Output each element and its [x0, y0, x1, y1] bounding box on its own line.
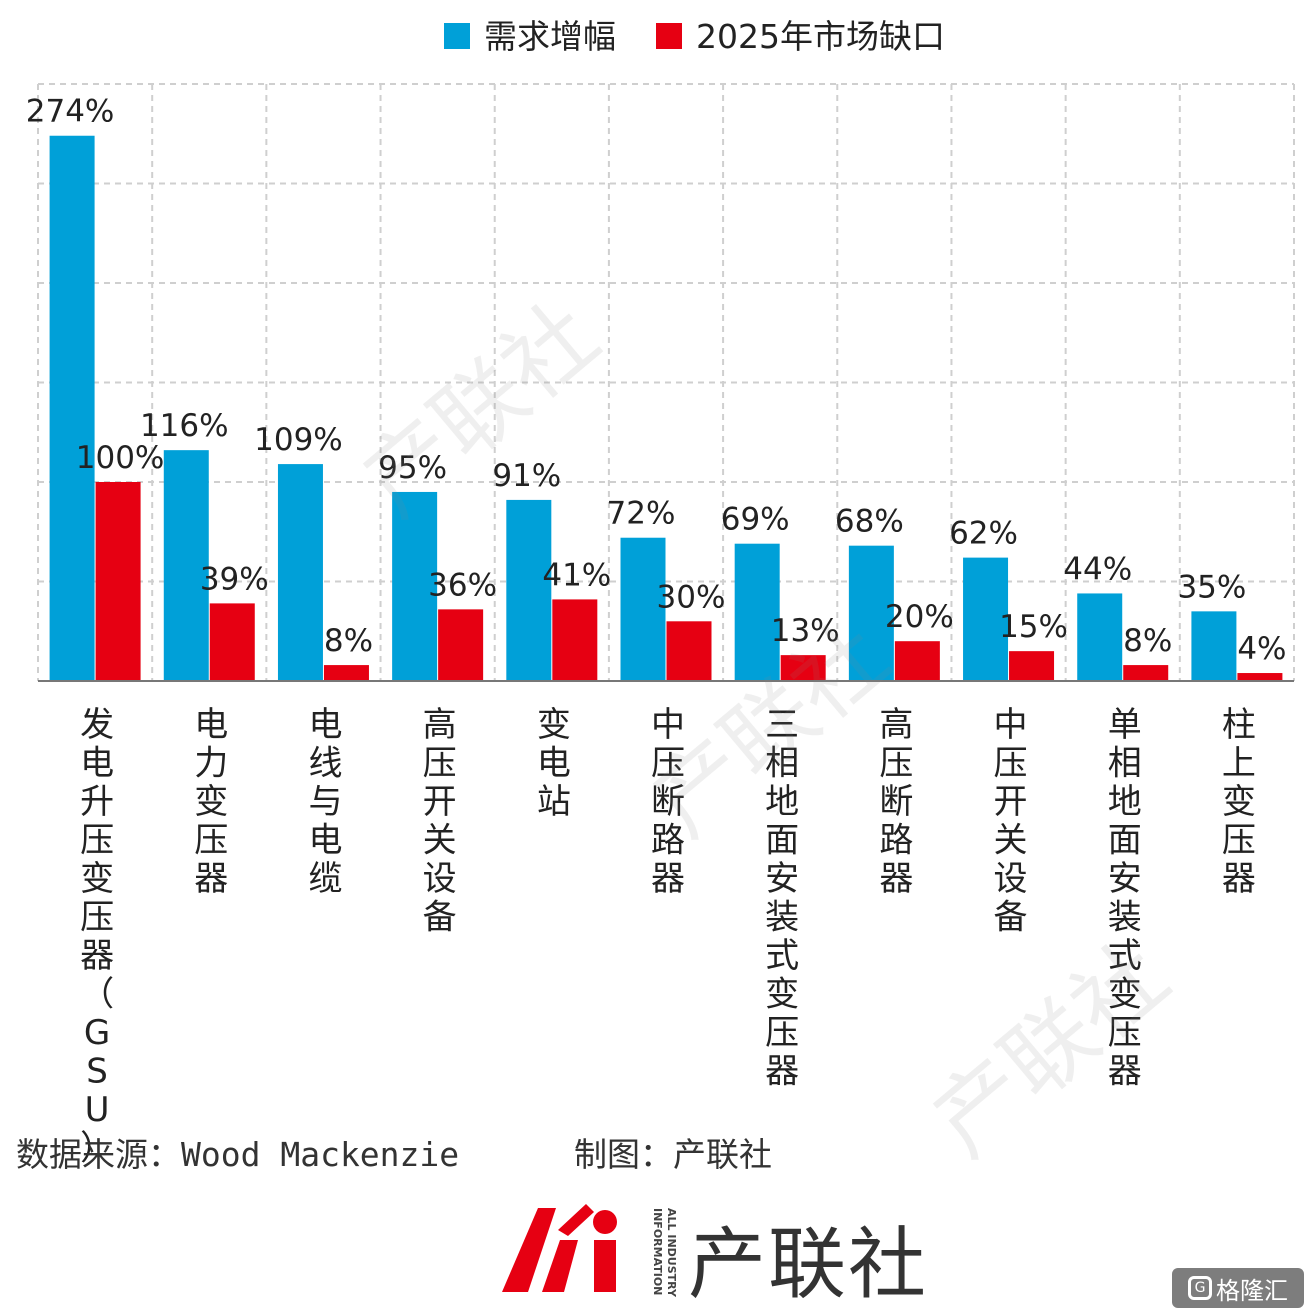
data-label: 4%: [1237, 631, 1286, 667]
category-label: 中压断路器: [651, 705, 685, 899]
data-label: 8%: [1123, 623, 1172, 659]
corner-badge-text: 格隆汇: [1216, 1276, 1288, 1305]
legend-swatch: [444, 23, 470, 49]
category-label: 变电站: [537, 705, 571, 822]
category-label: 中压开关设备: [994, 705, 1028, 938]
data-label: 68%: [835, 504, 904, 540]
data-label: 116%: [140, 408, 229, 444]
bar-demand-growth: [277, 464, 323, 681]
grid-lines: [37, 83, 1295, 681]
category-label: 电力变压器: [194, 705, 228, 899]
category-labels: 发电升压变压器（ G S U ） 电力变压器 电线与电缆 高压开关设备 变电站 中压断路器 三相地面…: [80, 705, 1256, 1169]
bar-market-gap: [894, 641, 940, 681]
legend-swatch: [656, 23, 682, 49]
gelonghui-logo-icon: G: [1188, 1276, 1212, 1300]
category-label: 高压断路器: [879, 705, 913, 899]
data-label: 95%: [378, 450, 447, 486]
legend-entry: 需求增幅: [484, 17, 616, 56]
brand-name: 产联社: [688, 1220, 929, 1310]
data-label: 44%: [1063, 551, 1132, 587]
bar-demand-growth: [1077, 593, 1123, 681]
bar-market-gap: [323, 665, 369, 681]
bar-demand-growth: [848, 545, 894, 681]
bar-market-gap: [666, 621, 712, 681]
category-label: 单相地面安装式变压器: [1108, 705, 1142, 1092]
bar-demand-growth: [163, 450, 209, 681]
category-label: 发电升压变压器（ G S U）: [80, 705, 114, 1169]
bar-demand-growth: [734, 543, 780, 681]
bar-demand-growth: [49, 135, 95, 682]
data-label: 69%: [721, 502, 790, 538]
data-label: 109%: [254, 422, 343, 458]
bar-demand-growth: [963, 557, 1009, 681]
data-label: 72%: [607, 496, 676, 532]
bar-market-gap: [209, 603, 255, 681]
data-label: 35%: [1177, 569, 1246, 605]
bar-market-gap: [1237, 673, 1283, 681]
data-label: 274%: [26, 94, 115, 130]
data-label: 41%: [542, 557, 611, 593]
category-label: 三相地面安装式变压器: [765, 705, 799, 1092]
corner-badge: G 格隆汇: [1172, 1268, 1304, 1308]
bar-demand-growth: [392, 491, 438, 681]
data-label: 15%: [999, 609, 1068, 645]
bar-market-gap: [1123, 665, 1169, 681]
data-label: 100%: [76, 440, 165, 476]
chart-credit-note: 制图：产联社: [574, 1135, 772, 1174]
data-label: 39%: [200, 561, 269, 597]
ai-logo-icon: [502, 1204, 617, 1292]
data-label: 62%: [949, 516, 1018, 552]
category-label: 柱上变压器: [1222, 705, 1256, 899]
category-label: 电线与电缆: [308, 705, 342, 899]
brand-logo: ALL INDUSTRY INFORMATION 产联社: [498, 1200, 928, 1310]
data-label: 20%: [885, 599, 954, 635]
bar-market-gap: [780, 655, 826, 681]
bar-market-gap: [438, 609, 484, 681]
bar-demand-growth: [620, 537, 666, 681]
data-source-note: 数据来源：Wood Mackenzie: [16, 1135, 460, 1174]
data-label: 91%: [492, 458, 561, 494]
data-label: 8%: [324, 623, 373, 659]
bar-demand-growth: [1191, 611, 1237, 681]
legend: 需求增幅 2025年市场缺口: [444, 17, 945, 56]
brand-subtitle: ALL INDUSTRY INFORMATION: [651, 1208, 678, 1297]
bar-demand-growth: [506, 499, 552, 681]
bars: [49, 135, 1283, 682]
bar-market-gap: [552, 599, 598, 681]
data-label: 36%: [428, 567, 497, 603]
category-label: 高压开关设备: [423, 705, 457, 938]
data-labels: 274% 100%116% 39% 109% 8% 95% 36% 91% 41% 72% 30% 6…: [26, 94, 1287, 667]
data-label: 13%: [771, 613, 840, 649]
legend-entry: 2025年市场缺口: [696, 17, 945, 56]
bar-market-gap: [1009, 651, 1055, 681]
data-label: 30%: [657, 579, 726, 615]
bar-market-gap: [95, 482, 141, 681]
